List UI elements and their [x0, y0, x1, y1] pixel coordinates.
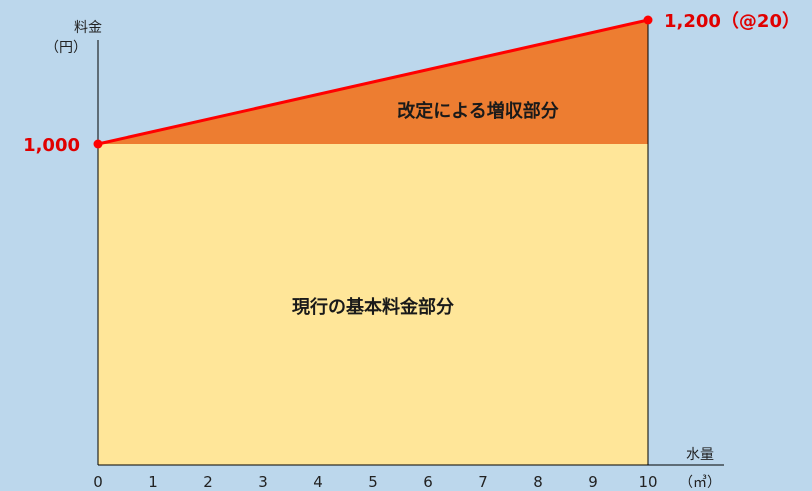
x-tick-label: 5 [368, 473, 378, 491]
x-tick-label: 3 [258, 473, 268, 491]
y-axis-unit: （円） [45, 40, 87, 56]
fee-line [97, 18, 649, 146]
base-fee-label: 1,000 [23, 135, 80, 156]
x-tick-label: 9 [588, 473, 598, 491]
x-tick-label: 6 [423, 473, 433, 491]
x-tick-label: 4 [313, 473, 323, 491]
base-region-label: 現行の基本料金部分 [292, 296, 454, 318]
x-axis-unit: （㎥） [679, 475, 721, 491]
start-point-marker [93, 139, 103, 149]
x-tick-label: 8 [533, 473, 543, 491]
revised-fee-label: 1,200（@20） [664, 11, 800, 32]
increase-region-label: 改定による増収部分 [397, 100, 558, 122]
x-tick-label: 2 [203, 473, 213, 491]
x-tick-label: 10 [638, 473, 657, 491]
x-tick-labels: 0 1 2 3 4 5 6 7 8 9 10 [93, 473, 657, 491]
x-tick-label: 1 [148, 473, 158, 491]
x-axis-title: 水量 [686, 447, 714, 463]
base-fee-area [98, 144, 648, 465]
x-tick-label: 7 [478, 473, 488, 491]
y-axis-title: 料金 [74, 20, 102, 36]
x-tick-label: 0 [93, 473, 103, 491]
end-point-marker [643, 15, 653, 25]
